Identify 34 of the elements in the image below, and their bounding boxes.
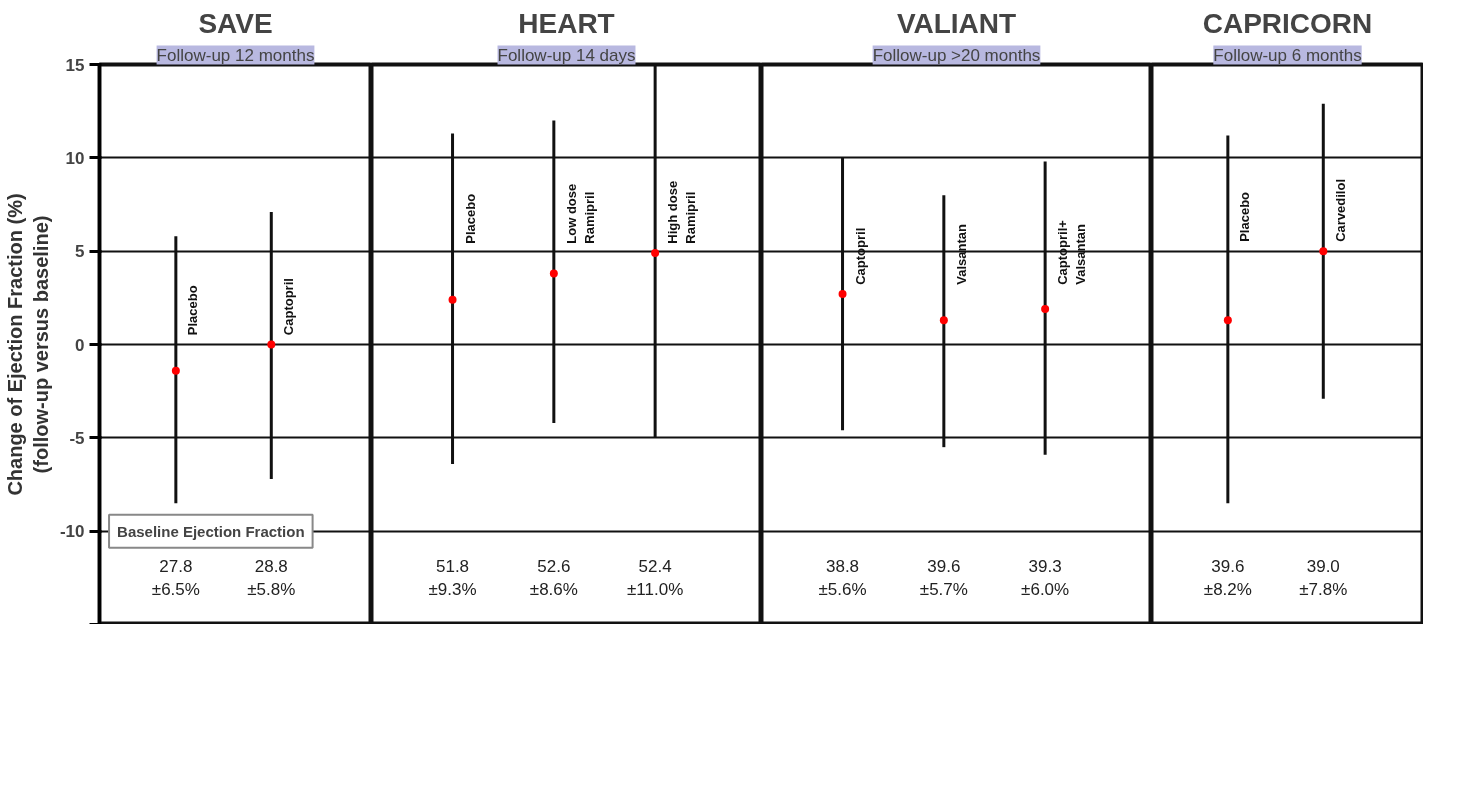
annotation: 28.8 ±5.8%: [247, 556, 296, 599]
category-label: Captopril+ Valsantan: [1055, 220, 1089, 285]
category-label: Carvedilol: [1332, 178, 1348, 242]
annotation: 52.6 ±8.6%: [529, 556, 578, 599]
annotation: 39.3 ±6.0%: [1021, 556, 1070, 599]
chart-subtitle: Follow-up 12 months: [156, 45, 315, 65]
category-label: Low dose Ramipril: [563, 183, 597, 244]
annotation: 51.8 ±9.3%: [428, 556, 477, 599]
annotation: 38.8 ±5.6%: [818, 556, 867, 599]
annotation: 39.0 ±7.8%: [1299, 556, 1348, 599]
chart-title: CAPRICORN: [1202, 7, 1373, 39]
y-tick-label: 0: [75, 335, 85, 355]
annotation: 52.4 ±11.0%: [627, 556, 684, 599]
y-tick-label: -5: [69, 428, 85, 448]
chart-title: VALIANT: [896, 7, 1017, 39]
category-label: Placebo: [462, 193, 478, 244]
chart-title: SAVE: [198, 7, 273, 39]
chart-subtitle: Follow-up 14 days: [497, 45, 636, 65]
annotation: 39.6 ±5.7%: [919, 556, 968, 599]
annotation: 27.8 ±6.5%: [151, 556, 200, 599]
chart-title: HEART: [518, 7, 615, 39]
y-tick-label: 5: [75, 242, 85, 262]
chart-subtitle: Follow-up >20 months: [872, 45, 1041, 65]
category-label: Captopril: [852, 227, 868, 285]
category-label: Placebo: [1237, 191, 1253, 242]
chart-subtitle: Follow-up 6 months: [1213, 45, 1362, 65]
y-tick-label: 15: [65, 55, 85, 75]
category-label: High dose Ramipril: [665, 180, 699, 244]
y-tick-label: -10: [59, 522, 85, 542]
annotation: Baseline Ejection Fraction: [117, 522, 305, 540]
category-label: Valsantan: [953, 224, 969, 285]
annotation: 39.6 ±8.2%: [1203, 556, 1252, 599]
y-tick-label: 10: [65, 148, 85, 168]
y-axis-title: Change of Ejection Fraction (%) (follow-up versus baseline): [3, 193, 52, 496]
